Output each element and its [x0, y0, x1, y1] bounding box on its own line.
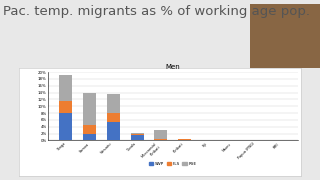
Bar: [131, 134, 144, 135]
Bar: [83, 134, 96, 140]
Bar: [107, 94, 120, 113]
Bar: [178, 139, 191, 140]
Bar: [154, 139, 167, 140]
Bar: [131, 132, 144, 134]
Title: Men: Men: [165, 64, 180, 70]
Legend: SWP, FLS, RSE: SWP, FLS, RSE: [148, 160, 198, 167]
Bar: [131, 135, 144, 140]
Bar: [59, 113, 72, 140]
Bar: [107, 113, 120, 122]
Bar: [83, 125, 96, 134]
Bar: [154, 130, 167, 139]
Bar: [59, 75, 72, 101]
Bar: [107, 122, 120, 140]
Bar: [59, 101, 72, 113]
Bar: [83, 93, 96, 125]
Text: Pac. temp. migrants as % of working age pop.: Pac. temp. migrants as % of working age …: [3, 5, 310, 18]
